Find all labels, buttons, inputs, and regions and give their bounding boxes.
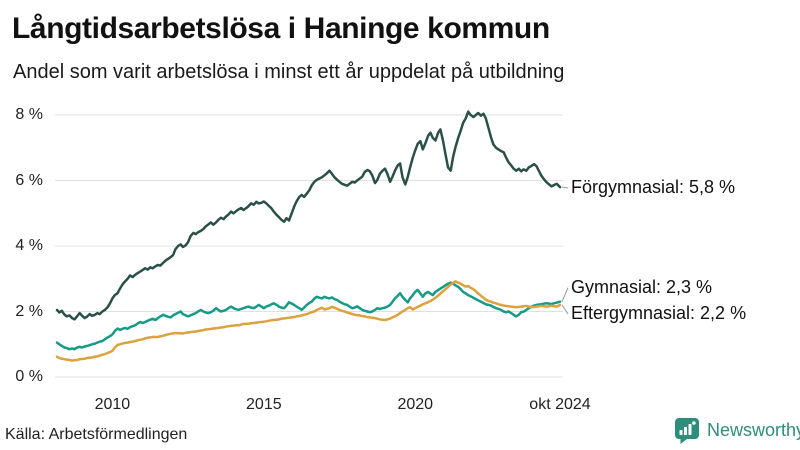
page-title: Långtidsarbetslösa i Haninge kommun [12,12,550,45]
chart-subtitle: Andel som varit arbetslösa i minst ett å… [13,61,565,83]
x-axis-tick-label: 2015 [246,396,282,413]
series-line-gymnasial [55,281,562,351]
y-axis-tick-label: 4 % [15,237,43,254]
y-axis-tick-label: 2 % [15,302,43,320]
series-end-label-eftergymnasial: Eftergymnasial: 2,2 % [571,302,747,323]
newsworthy-logo[interactable]: Newsworthy [674,417,800,444]
x-axis-tick-label: okt 2024 [529,396,591,413]
series-end-label-förgymnasial: Förgymnasial: 5,8 % [571,177,736,198]
x-axis-tick-label: 2020 [397,396,434,413]
y-axis-tick-label: 6 % [15,171,43,189]
series-line-förgymnasial [55,110,562,321]
newsworthy-logo-text: Newsworthy [707,420,800,440]
series-line-eftergymnasial [55,280,562,362]
series-end-label-gymnasial: Gymnasial: 2,3 % [571,276,713,297]
newsworthy-chart-bubble-icon [675,418,699,444]
leader-line-eftergymnasial [561,304,569,315]
y-axis-tick-label: 0 % [15,368,43,385]
y-axis-tick-label: 8 % [15,106,43,123]
source-note: Källa: Arbetsförmedlingen [5,426,188,443]
leader-line-gymnasial [561,287,569,302]
x-axis-tick-label: 2010 [94,396,131,413]
leader-line-förgymnasial [561,186,569,189]
